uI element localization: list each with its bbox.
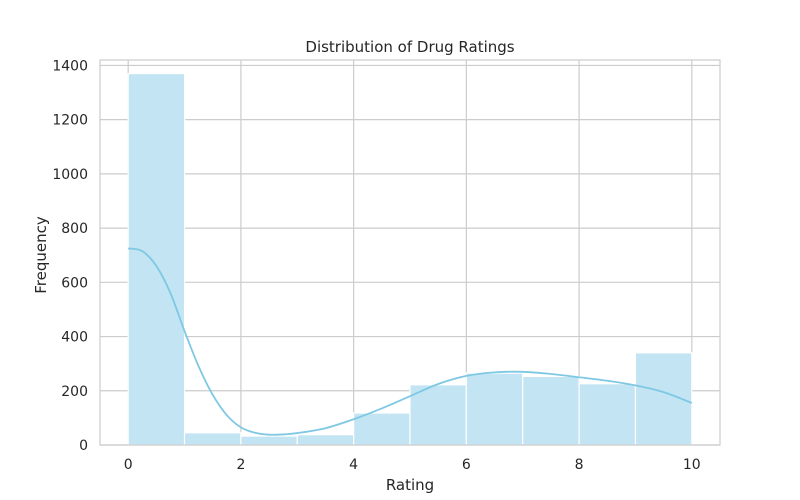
chart-title: Distribution of Drug Ratings (305, 38, 514, 56)
histogram-bar (409, 384, 467, 446)
y-tick-label: 0 (79, 438, 88, 454)
x-tick-label: 8 (575, 457, 584, 473)
histogram-bar (465, 372, 524, 446)
grid-lines (100, 60, 720, 446)
histogram-bar (353, 412, 411, 446)
plot-frame (99, 59, 721, 446)
x-tick-label: 6 (462, 457, 471, 473)
histogram-bar (240, 435, 298, 446)
y-tick-label: 1000 (52, 167, 88, 183)
y-tick-label: 1200 (52, 113, 88, 129)
histogram-bar (183, 432, 242, 446)
y-tick-label: 200 (61, 384, 88, 400)
y-axis-label: Frequency (32, 216, 50, 294)
histogram-bar (127, 72, 186, 446)
histogram-bar (522, 375, 580, 446)
histogram-bar (578, 383, 637, 446)
x-tick-labels: 0 2 4 6 8 10 (124, 457, 701, 473)
y-tick-label: 800 (61, 221, 88, 237)
histogram-bar (296, 434, 355, 446)
y-tick-label: 400 (61, 330, 88, 346)
x-tick-label: 0 (124, 457, 133, 473)
kde-curve (128, 247, 693, 436)
y-tick-label: 600 (61, 275, 88, 291)
x-tick-label: 10 (683, 457, 701, 473)
x-axis-label: Rating (386, 476, 434, 494)
y-tick-labels: 0 200 400 600 800 1000 1200 1400 (52, 58, 88, 454)
x-tick-label: 4 (349, 457, 358, 473)
y-tick-label: 1400 (52, 58, 88, 74)
histogram-bars (127, 72, 693, 446)
x-tick-label: 2 (236, 457, 245, 473)
